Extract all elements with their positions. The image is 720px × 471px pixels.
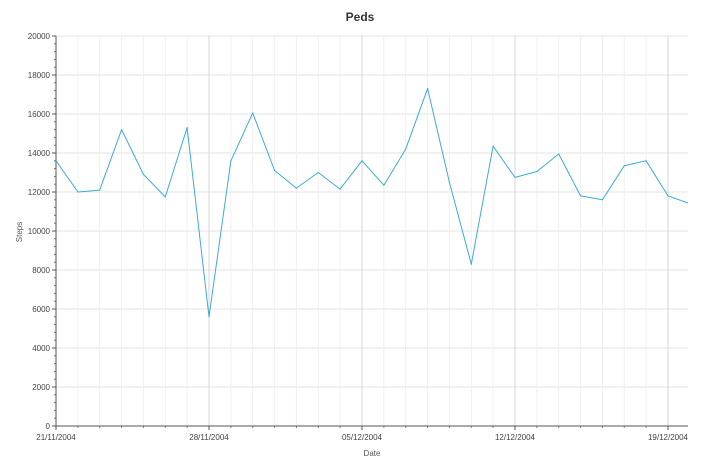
data-point (252, 112, 254, 114)
data-point (448, 181, 450, 183)
y-tick-label: 20000 (28, 32, 51, 41)
x-axis-label: Date (364, 449, 381, 458)
data-point (121, 129, 123, 131)
data-point (427, 88, 429, 90)
data-point (580, 195, 582, 197)
data-point (623, 165, 625, 167)
data-point (492, 145, 494, 147)
y-tick-label: 6000 (32, 305, 50, 314)
data-point (667, 195, 669, 197)
x-tick-label: 28/11/2004 (189, 433, 229, 442)
y-tick-label: 18000 (28, 71, 51, 80)
y-tick-label: 12000 (28, 188, 51, 197)
y-tick-label: 8000 (32, 266, 50, 275)
data-point (339, 188, 341, 190)
data-point (689, 203, 690, 204)
y-tick-label: 2000 (32, 383, 50, 392)
chart-title: Peds (346, 10, 375, 24)
y-tick-label: 0 (46, 422, 51, 431)
data-point (514, 176, 516, 178)
data-point (208, 316, 210, 318)
data-point (274, 169, 276, 172)
grid (56, 35, 688, 427)
x-tick-label: 05/12/2004 (342, 433, 383, 442)
y-axis-label: Steps (15, 222, 24, 242)
data-point (164, 196, 166, 198)
data-point (99, 189, 101, 191)
data-point (361, 160, 363, 162)
data-point (142, 173, 144, 175)
data-point (230, 160, 232, 162)
data-point (77, 191, 79, 193)
y-tick-label: 14000 (28, 149, 51, 158)
tick-labels: 0 2000 4000 6000 8000 10000 12000 14000 16000 180… (28, 32, 689, 442)
x-tick-label: 12/12/2004 (495, 433, 536, 442)
y-tick-label: 4000 (32, 344, 50, 353)
data-point (536, 170, 538, 173)
data-point (56, 160, 57, 162)
data-point (601, 199, 604, 201)
data-point (383, 184, 385, 186)
y-tick-label: 10000 (28, 227, 51, 236)
series-line (56, 88, 688, 318)
data-point (405, 148, 407, 150)
data-point (645, 160, 647, 162)
data-point (470, 263, 472, 265)
data-point (558, 153, 560, 155)
x-tick-label: 21/11/2004 (36, 433, 76, 442)
series (56, 88, 690, 318)
axes (52, 35, 688, 430)
x-tick-label: 19/12/2004 (648, 433, 689, 442)
y-tick-label: 16000 (28, 110, 51, 119)
data-point (295, 187, 297, 189)
data-point (317, 171, 319, 174)
data-point (186, 127, 188, 129)
